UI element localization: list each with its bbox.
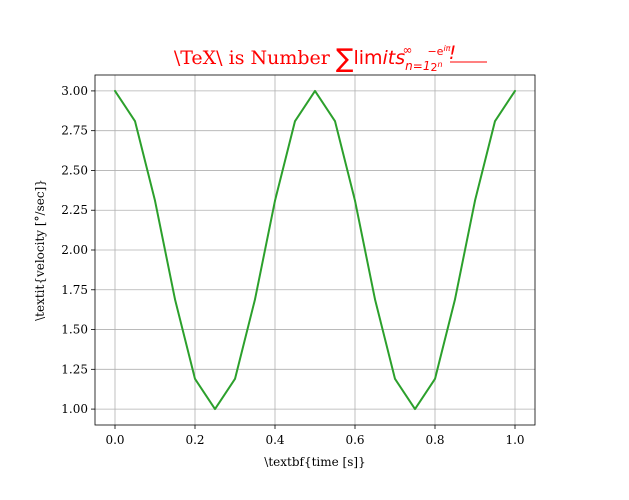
x-tick-label: 0.0 xyxy=(105,433,124,447)
data-point xyxy=(134,120,136,122)
data-point xyxy=(154,199,156,202)
data-point xyxy=(214,408,216,410)
y-axis-ticks: 1.00 1.25 1.50 1.75 2.00 2.25 2.50 2.75 3.00 xyxy=(61,84,95,416)
y-tick-label: 1.25 xyxy=(61,362,88,376)
x-axis-label: \textbf{time [s]} xyxy=(264,455,365,469)
chart-title: \TeX\ is Number ∑limitsn=1 ∞ −eiπ 2n! xyxy=(174,42,456,74)
y-tick-label: 2.50 xyxy=(61,163,88,177)
x-tick-label: 0.6 xyxy=(345,433,364,447)
y-tick-label: 1.00 xyxy=(61,402,88,416)
x-tick-label: 1.0 xyxy=(505,433,524,447)
title-lim: lim xyxy=(353,47,382,69)
data-point xyxy=(194,378,196,380)
data-point xyxy=(254,298,256,301)
data-point xyxy=(374,298,376,301)
title-its: its xyxy=(383,47,406,69)
data-point xyxy=(414,408,416,410)
data-point xyxy=(114,90,116,92)
title-subscript: n=1 xyxy=(405,59,430,73)
x-tick-label: 0.8 xyxy=(425,433,444,447)
y-tick-label: 1.50 xyxy=(61,323,88,337)
data-point xyxy=(334,120,336,122)
data-point xyxy=(394,378,396,380)
data-point xyxy=(174,298,176,301)
data-point xyxy=(494,120,496,122)
data-point xyxy=(434,378,436,380)
x-axis-ticks: 0.0 0.2 0.4 0.6 0.8 1.0 xyxy=(105,425,525,447)
data-point xyxy=(454,298,456,301)
y-tick-label: 3.00 xyxy=(61,84,88,98)
data-point xyxy=(294,120,296,122)
title-roman: \TeX\ is Number xyxy=(174,47,336,69)
data-point xyxy=(514,90,516,92)
title-superscript: ∞ xyxy=(402,43,412,57)
title-frac-denominator-exp: n xyxy=(437,60,442,69)
data-point xyxy=(354,199,356,202)
data-point xyxy=(474,199,476,202)
title-sigma: ∑ xyxy=(336,44,354,74)
y-tick-label: 2.00 xyxy=(61,243,88,257)
y-tick-label: 2.25 xyxy=(61,203,88,217)
title-frac-numerator-exp: iπ xyxy=(443,44,450,53)
title-bang: ! xyxy=(449,42,457,64)
series-layer xyxy=(114,89,516,411)
title-frac-denominator: 2 xyxy=(430,61,437,74)
data-point xyxy=(314,90,316,92)
y-axis-label: \textit{velocity [°/sec]} xyxy=(33,179,47,321)
x-tick-label: 0.4 xyxy=(265,433,284,447)
data-point xyxy=(274,199,276,202)
x-tick-label: 0.2 xyxy=(185,433,204,447)
title-frac-numerator: −e xyxy=(427,45,443,58)
y-tick-label: 1.75 xyxy=(61,283,88,297)
data-point xyxy=(234,378,236,380)
y-tick-label: 2.75 xyxy=(61,124,88,138)
